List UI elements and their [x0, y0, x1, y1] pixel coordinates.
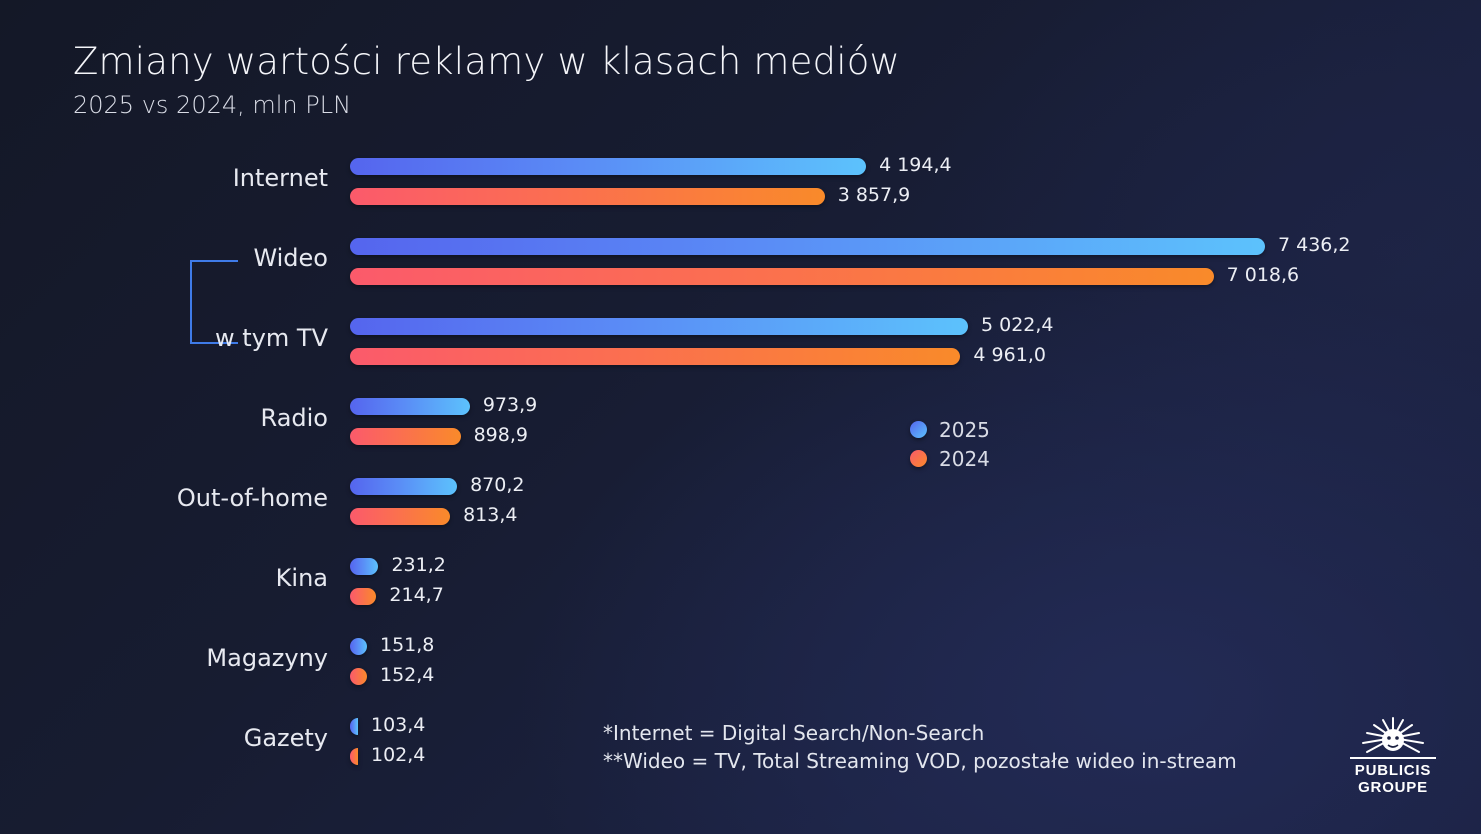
footnote-wideo: **Wideo = TV, Total Streaming VOD, pozos…: [603, 749, 1237, 773]
legend-dot-2024-icon: [910, 450, 927, 467]
value-label-2025: 4 194,4: [879, 154, 952, 176]
bar-2024: [350, 428, 461, 445]
legend-dot-2025-icon: [910, 421, 927, 438]
value-label-2024: 4 961,0: [973, 344, 1046, 366]
bar-2025: [350, 158, 867, 175]
value-label-2025: 151,8: [380, 634, 435, 656]
legend-item-2024: 2024: [910, 444, 990, 473]
legend-label: 2025: [939, 417, 990, 442]
footnote-internet: *Internet = Digital Search/Non-Search: [603, 721, 985, 745]
value-label-2025: 7 436,2: [1278, 234, 1351, 256]
value-label-2024: 813,4: [463, 504, 518, 526]
value-label-2024: 152,4: [380, 664, 435, 686]
legend-label: 2024: [939, 446, 990, 471]
value-label-2025: 231,2: [391, 554, 446, 576]
bar-2025: [350, 718, 358, 735]
category-label: Kina: [275, 564, 328, 592]
bar-2025: [350, 398, 470, 415]
value-label-2025: 973,9: [482, 394, 538, 416]
category-label: Magazyny: [206, 644, 328, 672]
publicis-groupe-logo: PUBLICIS GROUPE: [1348, 716, 1438, 796]
bar-2024: [350, 508, 451, 525]
category-label: w tym TV: [215, 324, 328, 352]
bar-2024: [350, 748, 358, 765]
category-label: Radio: [260, 404, 328, 432]
bar-2024: [350, 188, 825, 205]
value-label-2024: 898,9: [473, 424, 528, 446]
chart-title: Zmiany wartości reklamy w klasach mediów: [73, 40, 901, 83]
lion-sun-icon: [1362, 717, 1424, 753]
bar-2025: [350, 238, 1265, 255]
bar-2024: [350, 268, 1214, 285]
category-label: Gazety: [243, 724, 328, 752]
bar-2024: [350, 588, 377, 605]
bar-2025: [350, 638, 367, 655]
logo-text-publicis: PUBLICIS: [1354, 762, 1432, 779]
legend-item-2025: 2025: [910, 415, 990, 444]
bar-2025: [350, 318, 968, 335]
legend: 2025 2024: [910, 415, 990, 473]
category-label: Wideo: [253, 244, 328, 272]
value-label-2025: 5 022,4: [980, 314, 1054, 336]
value-label-2024: 214,7: [389, 584, 444, 606]
value-label-2025: 870,2: [470, 474, 525, 496]
bar-2024: [350, 668, 367, 685]
category-label: Out-of-home: [176, 484, 328, 512]
value-label-2024: 102,4: [371, 744, 426, 766]
bar-2025: [350, 478, 458, 495]
bar-2025: [350, 558, 379, 575]
bar-2024: [350, 348, 961, 365]
logo-text-groupe: GROUPE: [1358, 779, 1428, 796]
logo-divider: [1350, 757, 1436, 759]
category-label: Internet: [232, 164, 328, 192]
wideo-tv-bracket: [190, 260, 238, 344]
chart-subtitle: 2025 vs 2024, mln PLN: [73, 91, 352, 119]
value-label-2024: 3 857,9: [837, 184, 911, 206]
value-label-2024: 7 018,6: [1226, 264, 1300, 286]
footnotes: *Internet = Digital Search/Non-Search **…: [603, 719, 1237, 775]
value-label-2025: 103,4: [371, 714, 426, 736]
